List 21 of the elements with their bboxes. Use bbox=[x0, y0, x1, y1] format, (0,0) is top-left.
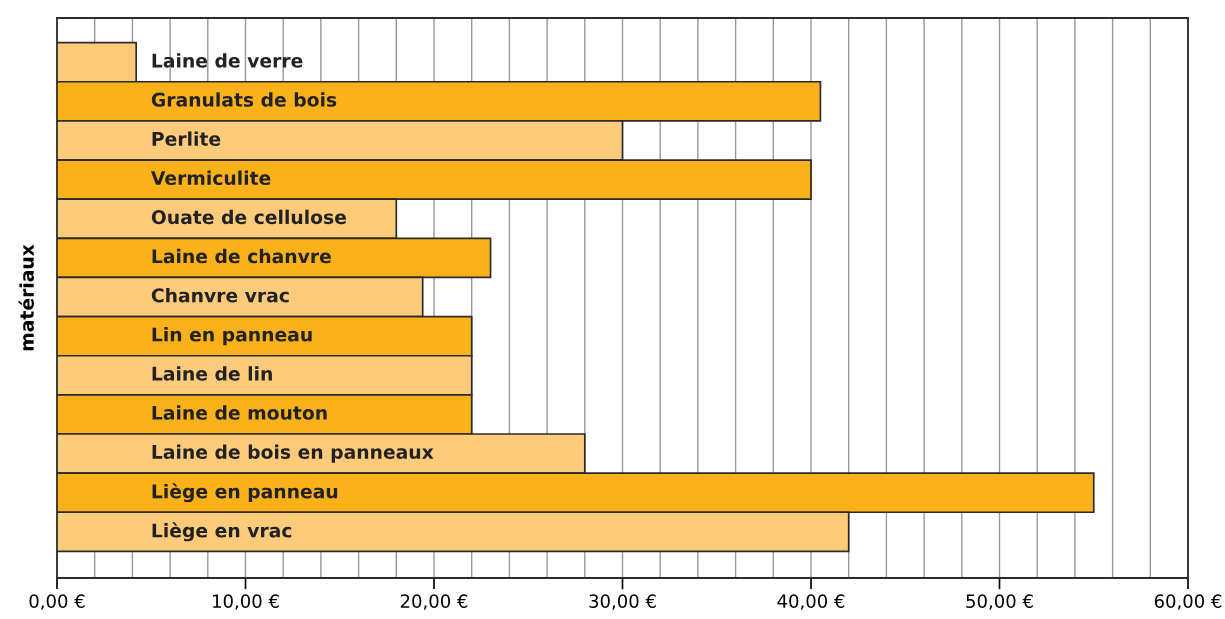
x-tick-label: 30,00 € bbox=[589, 594, 656, 610]
x-tick-label: 10,00 € bbox=[213, 594, 279, 610]
y-tick-label: Liège en vrac bbox=[152, 522, 292, 542]
y-tick-label: Perlite bbox=[152, 131, 221, 146]
y-tick-label: Laine de lin bbox=[152, 366, 272, 381]
y-tick-label: Laine de bois en panneaux bbox=[152, 444, 434, 463]
x-tick-label: 0,00 € bbox=[29, 594, 85, 610]
y-tick-label: Laine de verre bbox=[152, 53, 303, 68]
y-tick-label: Laine de chanvre bbox=[152, 248, 331, 264]
y-tick-label: Ouate de cellulose bbox=[151, 209, 346, 225]
y-axis-title: matériaux bbox=[18, 244, 34, 351]
y-tick-label: Lin en panneau bbox=[152, 327, 312, 346]
y-tick-label: Granulats de bois bbox=[151, 92, 337, 107]
y-tick-label: Vermiculite bbox=[150, 170, 271, 186]
y-tick-label: Laine de mouton bbox=[152, 405, 327, 420]
y-tick-label: Chanvre vrac bbox=[151, 287, 289, 303]
y-tick-label: Liège en panneau bbox=[152, 483, 338, 503]
x-tick-label: 50,00 € bbox=[966, 594, 1033, 610]
x-tick-label: 20,00 € bbox=[400, 594, 468, 610]
x-tick-label: 60,00 € bbox=[1154, 594, 1222, 610]
x-tick-label: 40,00 € bbox=[777, 594, 845, 610]
